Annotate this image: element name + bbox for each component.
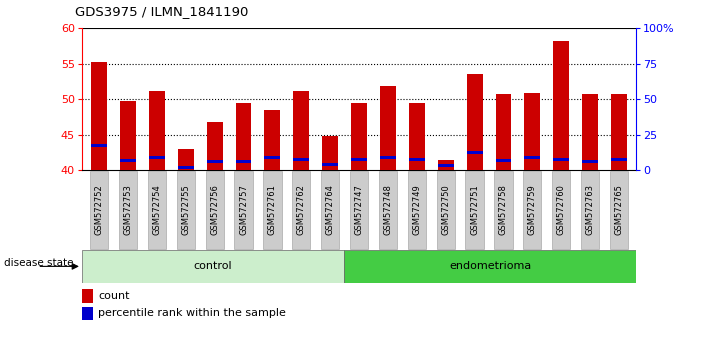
Bar <box>321 171 339 249</box>
Bar <box>466 171 483 249</box>
Bar <box>120 159 136 162</box>
Bar <box>438 160 454 170</box>
Bar <box>380 86 396 170</box>
Bar <box>322 136 338 170</box>
Bar <box>294 158 309 161</box>
Bar <box>120 101 136 170</box>
Bar <box>525 93 540 170</box>
Bar <box>466 151 483 154</box>
Bar <box>263 171 282 249</box>
Text: GSM572754: GSM572754 <box>152 184 161 235</box>
Bar <box>91 62 107 170</box>
Bar <box>552 171 570 249</box>
Bar <box>350 171 368 249</box>
Bar <box>581 171 599 249</box>
Bar <box>322 163 338 166</box>
Bar <box>82 250 344 283</box>
Bar <box>176 171 195 249</box>
Bar <box>292 171 311 249</box>
Text: GSM572753: GSM572753 <box>124 184 132 235</box>
Text: GSM572755: GSM572755 <box>181 184 191 235</box>
Bar <box>178 166 193 169</box>
Bar <box>409 103 424 170</box>
Text: GSM572750: GSM572750 <box>442 184 450 235</box>
Bar <box>91 144 107 147</box>
Text: GSM572764: GSM572764 <box>326 184 335 235</box>
Bar <box>149 156 165 159</box>
Text: count: count <box>98 291 130 301</box>
Text: GSM572765: GSM572765 <box>614 184 624 235</box>
Bar <box>119 171 137 249</box>
Text: GSM572749: GSM572749 <box>412 184 422 235</box>
Bar <box>523 171 542 249</box>
Text: GSM572751: GSM572751 <box>470 184 479 235</box>
Bar <box>494 171 513 249</box>
Bar <box>205 171 224 249</box>
Text: disease state: disease state <box>4 258 73 268</box>
Bar <box>344 250 636 283</box>
Text: control: control <box>194 261 232 272</box>
Bar <box>351 103 367 170</box>
Bar <box>235 160 252 163</box>
Bar <box>437 171 455 249</box>
Bar <box>582 94 598 170</box>
Bar <box>496 94 511 170</box>
Text: GSM572752: GSM572752 <box>95 184 104 235</box>
Bar <box>553 158 570 161</box>
Text: GDS3975 / ILMN_1841190: GDS3975 / ILMN_1841190 <box>75 5 248 18</box>
Bar <box>235 103 252 170</box>
Bar <box>438 164 454 167</box>
Text: GSM572760: GSM572760 <box>557 184 566 235</box>
Bar <box>582 160 598 163</box>
Text: GSM572748: GSM572748 <box>383 184 392 235</box>
Bar <box>407 171 426 249</box>
Text: GSM572747: GSM572747 <box>355 184 363 235</box>
Bar <box>178 149 193 170</box>
Bar <box>496 159 511 162</box>
Bar <box>148 171 166 249</box>
Bar <box>611 158 627 161</box>
Bar <box>409 158 424 161</box>
Bar <box>149 91 165 170</box>
Text: GSM572762: GSM572762 <box>296 184 306 235</box>
Text: GSM572758: GSM572758 <box>499 184 508 235</box>
Text: GSM572757: GSM572757 <box>239 184 248 235</box>
Bar <box>553 41 570 170</box>
Bar <box>90 171 108 249</box>
Text: endometrioma: endometrioma <box>449 261 532 272</box>
Bar <box>82 289 93 303</box>
Bar <box>466 74 483 170</box>
Bar <box>235 171 252 249</box>
Text: GSM572763: GSM572763 <box>586 184 594 235</box>
Bar <box>207 160 223 163</box>
Bar <box>610 171 628 249</box>
Bar <box>82 307 93 320</box>
Bar <box>380 156 396 159</box>
Text: GSM572759: GSM572759 <box>528 184 537 235</box>
Bar <box>379 171 397 249</box>
Bar <box>264 110 280 170</box>
Text: GSM572756: GSM572756 <box>210 184 219 235</box>
Bar <box>525 156 540 159</box>
Bar <box>264 156 280 159</box>
Text: percentile rank within the sample: percentile rank within the sample <box>98 308 287 318</box>
Bar <box>351 158 367 161</box>
Text: GSM572761: GSM572761 <box>268 184 277 235</box>
Bar <box>294 91 309 170</box>
Bar <box>207 122 223 170</box>
Bar <box>611 94 627 170</box>
